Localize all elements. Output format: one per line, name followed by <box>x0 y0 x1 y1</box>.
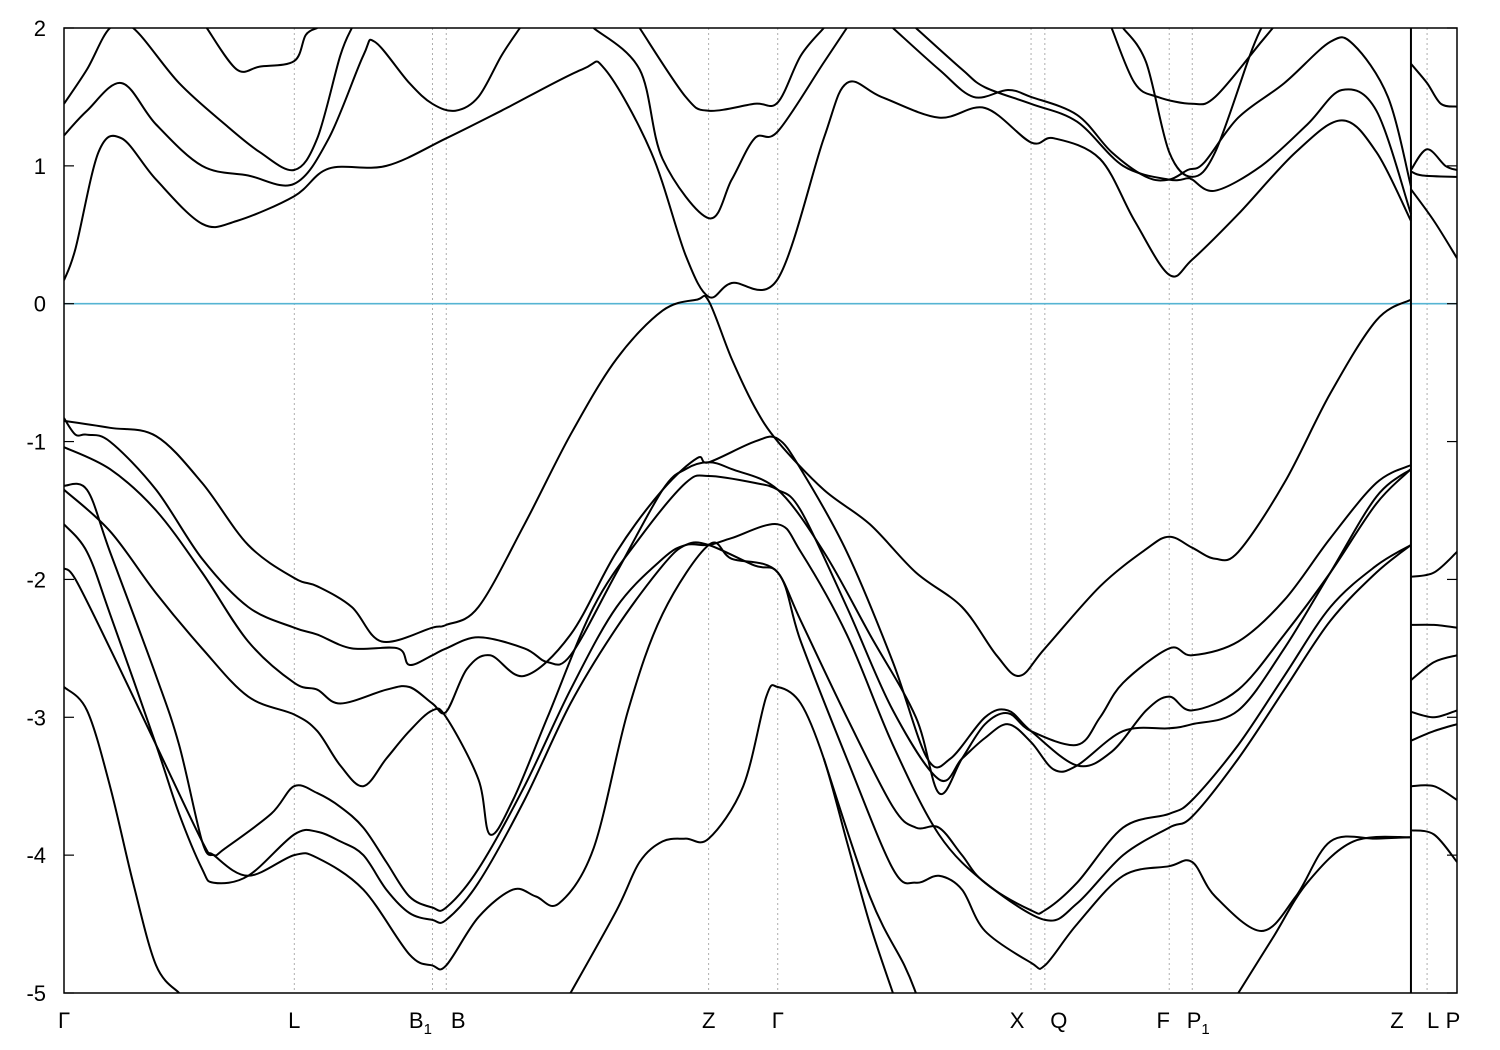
band-line-15 <box>64 294 1412 677</box>
band-line-27 <box>1410 623 1457 629</box>
band-line-5 <box>592 28 848 220</box>
x-label-f: F <box>1156 1008 1169 1033</box>
band-line-23 <box>569 684 894 993</box>
band-line-7 <box>915 28 1412 215</box>
band-line-11 <box>1410 170 1457 178</box>
band-line-19 <box>64 482 1412 915</box>
x-axis-symmetry-labels: Γ L B1 B Z Γ X Q F P1 Z L P <box>58 1008 1460 1038</box>
y-tick-label: -2 <box>26 567 46 592</box>
plot-frame <box>63 27 1458 994</box>
band-line-21 <box>64 541 1412 971</box>
band-line-6 <box>638 28 825 112</box>
band-line-26 <box>1410 551 1457 578</box>
band-line-1 <box>64 60 1412 299</box>
x-label-q: Q <box>1050 1008 1067 1033</box>
band-line-2 <box>64 28 521 187</box>
x-label-g1: Γ <box>58 1008 70 1033</box>
band-line-32 <box>1410 829 1457 863</box>
x-label-z1: Z <box>702 1008 715 1033</box>
y-axis-ticks: -5 -4 -3 -2 -1 0 1 2 <box>26 16 1457 1006</box>
y-tick-label: -1 <box>26 430 46 455</box>
band-line-16 <box>64 417 1412 796</box>
y-tick-label: 2 <box>34 16 46 41</box>
x-label-p: P <box>1446 1008 1461 1033</box>
x-label-b1: B1 <box>409 1008 432 1038</box>
x-label-p1: P1 <box>1187 1008 1210 1038</box>
band-line-31 <box>1410 784 1457 801</box>
x-label-b: B <box>451 1008 466 1033</box>
x-label-l1: L <box>288 1008 300 1033</box>
plot-frame-layer <box>63 27 1458 994</box>
y-tick-label: -3 <box>26 705 46 730</box>
bands-layer <box>64 28 1457 993</box>
y-tick-label: -4 <box>26 843 46 868</box>
band-line-20 <box>64 523 1412 924</box>
band-line-13 <box>1410 188 1457 259</box>
x-label-l2: L <box>1427 1008 1439 1033</box>
band-line-29 <box>1410 709 1457 719</box>
band-line-4 <box>205 28 318 73</box>
band-line-22 <box>64 686 180 993</box>
band-line-3 <box>64 28 353 172</box>
band-line-12 <box>1410 148 1457 171</box>
symmetry-gridlines <box>293 28 1428 993</box>
band-line-14 <box>1410 63 1457 108</box>
x-label-x: X <box>1010 1008 1025 1033</box>
y-tick-label: 1 <box>34 154 46 179</box>
x-label-g2: Γ <box>772 1008 784 1033</box>
y-tick-label: -5 <box>26 981 46 1006</box>
band-line-18 <box>64 468 1412 836</box>
band-line-24 <box>822 758 917 993</box>
y-tick-label: 0 <box>34 292 46 317</box>
band-line-9 <box>1110 28 1274 106</box>
band-line-25 <box>1237 835 1412 993</box>
band-line-10 <box>1122 28 1263 178</box>
band-line-8 <box>892 28 1412 187</box>
x-label-z2: Z <box>1390 1008 1403 1033</box>
band-line-28 <box>1410 654 1457 681</box>
band-line-30 <box>1410 723 1457 742</box>
band-line-17 <box>64 435 1412 769</box>
